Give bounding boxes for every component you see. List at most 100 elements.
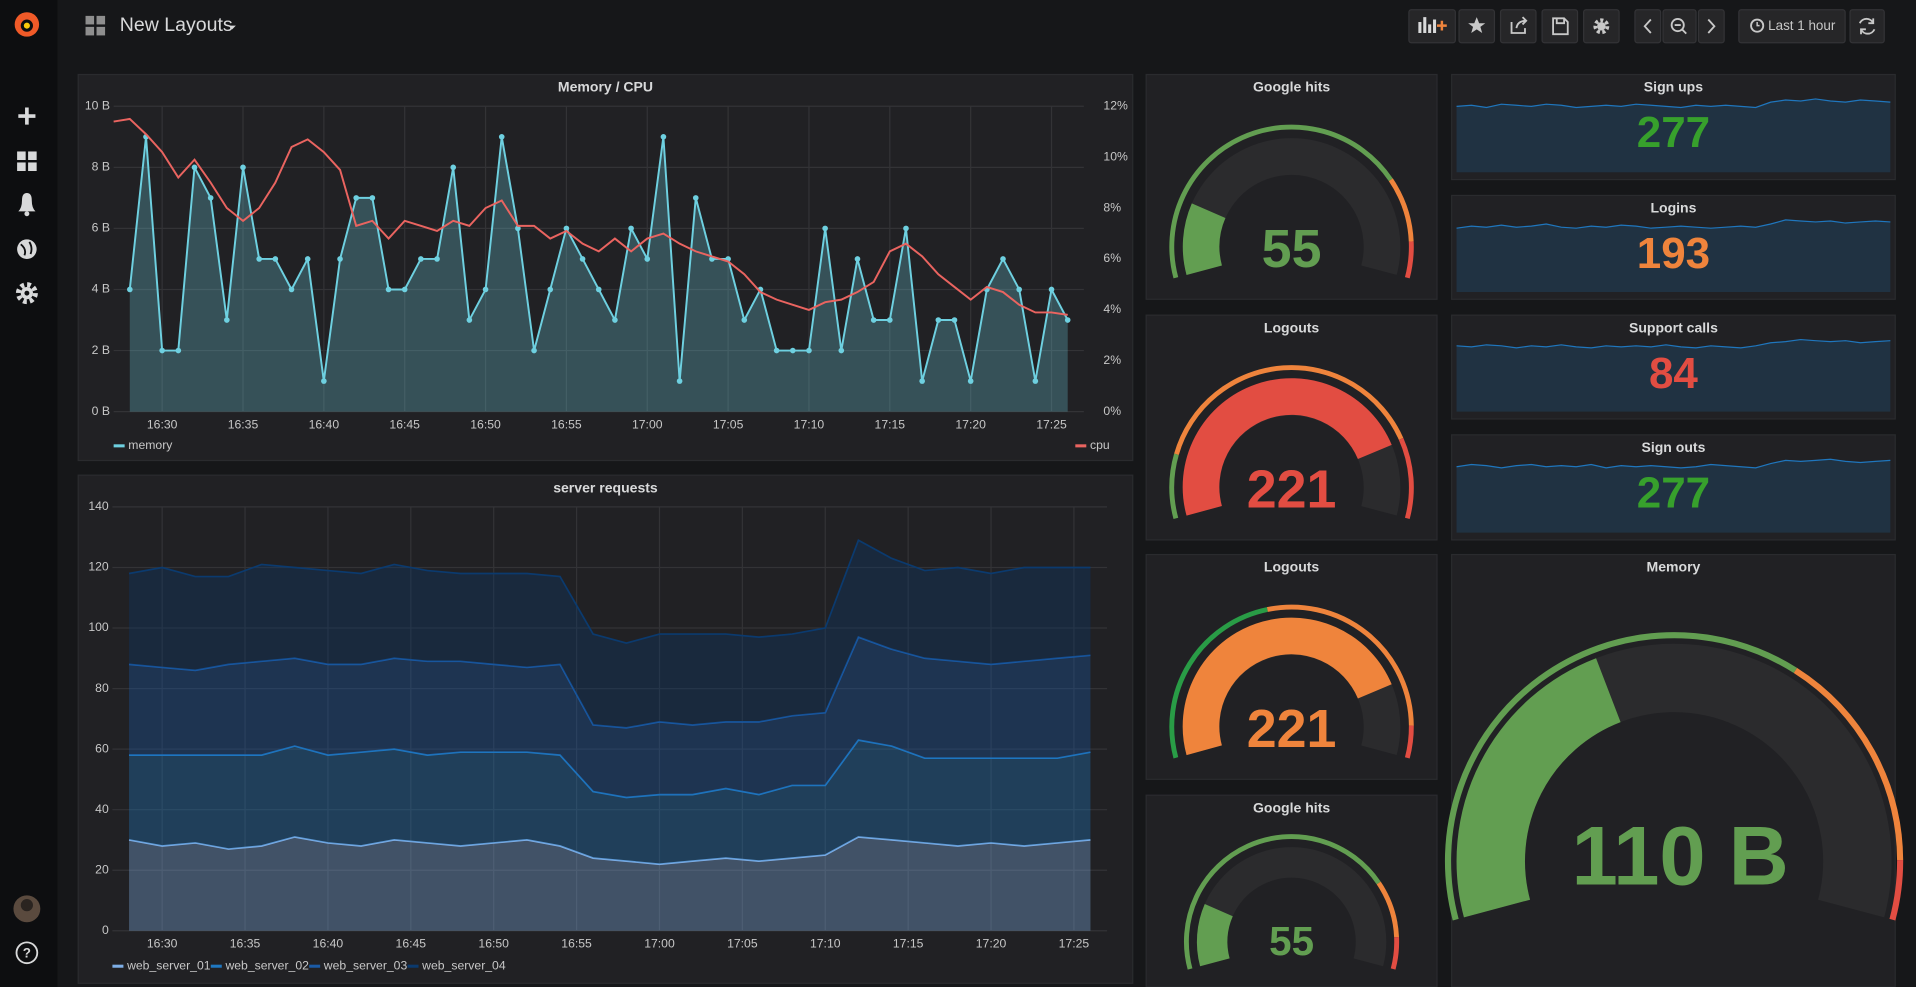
- data-point: [401, 286, 408, 293]
- data-point: [612, 317, 618, 323]
- threshold-band: [1169, 453, 1179, 520]
- legend-label: memory: [128, 438, 173, 452]
- explore-icon[interactable]: [17, 239, 37, 259]
- gauge-value-arc: [1196, 904, 1233, 967]
- magnifier-handle: [1674, 24, 1687, 35]
- y-tick-label: 0 B: [92, 404, 110, 418]
- data-point: [1064, 317, 1071, 323]
- data-point: [887, 317, 893, 323]
- panel-title: server requests: [553, 479, 658, 495]
- threshold-band: [1174, 365, 1404, 455]
- refresh-button[interactable]: [1849, 9, 1885, 44]
- y-tick-label: 20: [95, 862, 109, 876]
- data-point: [191, 164, 198, 171]
- panel-title: Logouts: [1264, 319, 1320, 335]
- gauge-value-arc: [1456, 658, 1622, 918]
- share-button[interactable]: [1499, 9, 1537, 44]
- data-point: [304, 256, 311, 262]
- stacked-line: [128, 836, 1091, 866]
- data-point: [854, 256, 861, 262]
- panel-title: Support calls: [1629, 319, 1718, 335]
- bell-clapper: [24, 211, 30, 217]
- data-point: [1032, 378, 1039, 384]
- data-point: [951, 317, 958, 323]
- data-point: [127, 286, 133, 293]
- gear: [15, 282, 38, 305]
- x-tick-label: 17:05: [727, 936, 758, 950]
- data-point: [1048, 286, 1055, 293]
- legend-label: web_server_01: [126, 958, 211, 972]
- y2-tick-label: 2%: [1103, 353, 1121, 367]
- y2-tick-label: 4%: [1103, 302, 1121, 316]
- square: [17, 151, 26, 161]
- save-icon: [1552, 17, 1569, 36]
- time-back-button[interactable]: [1634, 9, 1662, 44]
- legend-label: web_server_04: [421, 958, 506, 972]
- x-tick-label: 17:20: [955, 417, 986, 431]
- user-avatar[interactable]: [13, 895, 41, 923]
- data-point: [692, 195, 699, 201]
- data-point: [498, 133, 505, 140]
- x-tick-label: 17:15: [893, 936, 924, 950]
- threshold-band: [1390, 937, 1400, 970]
- x-tick-label: 17:00: [632, 417, 663, 431]
- zoom-out-button[interactable]: [1662, 9, 1697, 44]
- dashboards-icon[interactable]: [17, 151, 37, 172]
- stacked-line: [128, 636, 1091, 729]
- data-point: [385, 286, 392, 293]
- alerting-icon[interactable]: [18, 192, 36, 217]
- plus-icon: [1437, 20, 1447, 31]
- add-panel-button[interactable]: [1408, 9, 1456, 44]
- data-point: [870, 317, 877, 323]
- panel: [1451, 194, 1896, 300]
- button-bg: [1662, 9, 1697, 44]
- legend-label: cpu: [1090, 438, 1110, 452]
- data-point: [353, 195, 360, 201]
- data-point: [418, 256, 424, 262]
- sparkline-line: [1456, 458, 1891, 469]
- star-button[interactable]: [1458, 9, 1496, 44]
- threshold-band: [1404, 725, 1414, 759]
- panel: [1451, 73, 1896, 181]
- x-tick-label: 16:30: [147, 936, 178, 950]
- data-point: [789, 347, 796, 354]
- panel-title: Logins: [1650, 200, 1696, 216]
- data-point: [1016, 286, 1022, 293]
- settings-button[interactable]: [1583, 9, 1620, 44]
- series-line: [113, 117, 1068, 316]
- gauge-value: 55: [1262, 219, 1322, 279]
- time-forward-button[interactable]: [1697, 9, 1725, 44]
- panel: [77, 73, 1134, 462]
- x-tick-label: 17:10: [810, 936, 841, 950]
- button-bg: [1499, 9, 1537, 44]
- gear-icon: [1593, 18, 1610, 35]
- y-tick-label: 120: [88, 560, 109, 574]
- x-tick-label: 17:05: [713, 417, 744, 431]
- data-point: [515, 225, 521, 232]
- data-point: [288, 286, 295, 293]
- data-point: [579, 256, 586, 262]
- time-picker[interactable]: Last 1 hour: [1738, 9, 1846, 44]
- y-tick-label: 40: [95, 802, 109, 816]
- globe: [17, 239, 37, 259]
- dashboard-picker[interactable]: New Layouts: [85, 14, 236, 36]
- data-point: [321, 378, 327, 384]
- y2-tick-label: 0%: [1103, 404, 1121, 418]
- sparkline-line: [1456, 219, 1891, 229]
- help-icon[interactable]: ?: [15, 941, 39, 965]
- save-button[interactable]: [1541, 9, 1579, 44]
- settings-icon[interactable]: [15, 282, 38, 305]
- square: [28, 162, 37, 172]
- threshold-band: [1169, 124, 1393, 279]
- logo[interactable]: [14, 12, 40, 37]
- sparkline-area: [1456, 219, 1891, 292]
- bell: [18, 192, 36, 212]
- x-tick-label: 17:15: [875, 417, 906, 431]
- data-point: [935, 317, 942, 323]
- sparkline-line: [1456, 98, 1891, 109]
- data-point: [159, 347, 165, 354]
- y-tick-label: 2 B: [92, 343, 110, 357]
- data-point: [595, 286, 602, 293]
- create-icon[interactable]: [18, 107, 36, 125]
